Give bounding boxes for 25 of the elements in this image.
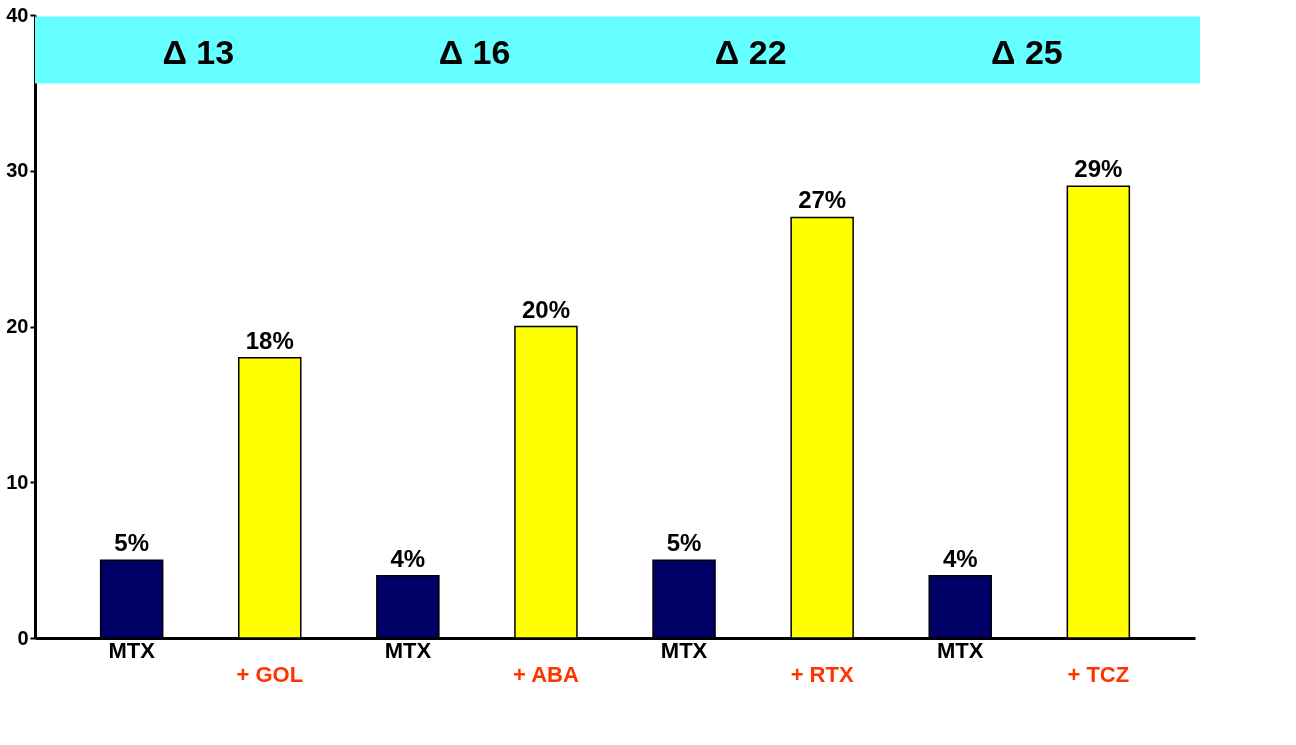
data-label: 4% — [942, 544, 978, 572]
y-tick-label: 0 — [17, 626, 29, 649]
x-tick-label: + GOL — [236, 661, 304, 687]
x-tick-label: + ABA — [513, 661, 579, 687]
annotation: Δ 25 — [991, 32, 1063, 71]
data-label: 18% — [245, 326, 294, 354]
x-tick-label: + TCZ — [1067, 661, 1130, 687]
x-tick-label: MTX — [937, 637, 984, 663]
annotation: Δ 22 — [714, 32, 787, 71]
x-tick-label: MTX — [108, 637, 156, 663]
data-label: 5% — [666, 529, 702, 557]
annotation: Δ 13 — [162, 32, 235, 71]
y-tick-label: 40 — [6, 3, 29, 26]
y-tick-label: 30 — [6, 159, 29, 182]
x-tick-label: MTX — [384, 637, 432, 663]
annotation: Δ 16 — [438, 32, 511, 71]
data-label: 27% — [798, 186, 847, 214]
data-label: 4% — [390, 544, 426, 572]
data-label: 20% — [521, 295, 570, 323]
y-tick-label: 20 — [6, 315, 29, 337]
data-label: 5% — [114, 529, 150, 557]
x-tick-label: + RTX — [790, 661, 854, 687]
y-tick-label: 10 — [6, 470, 29, 493]
x-tick-label: MTX — [660, 637, 708, 663]
data-label: 29% — [1074, 155, 1123, 183]
